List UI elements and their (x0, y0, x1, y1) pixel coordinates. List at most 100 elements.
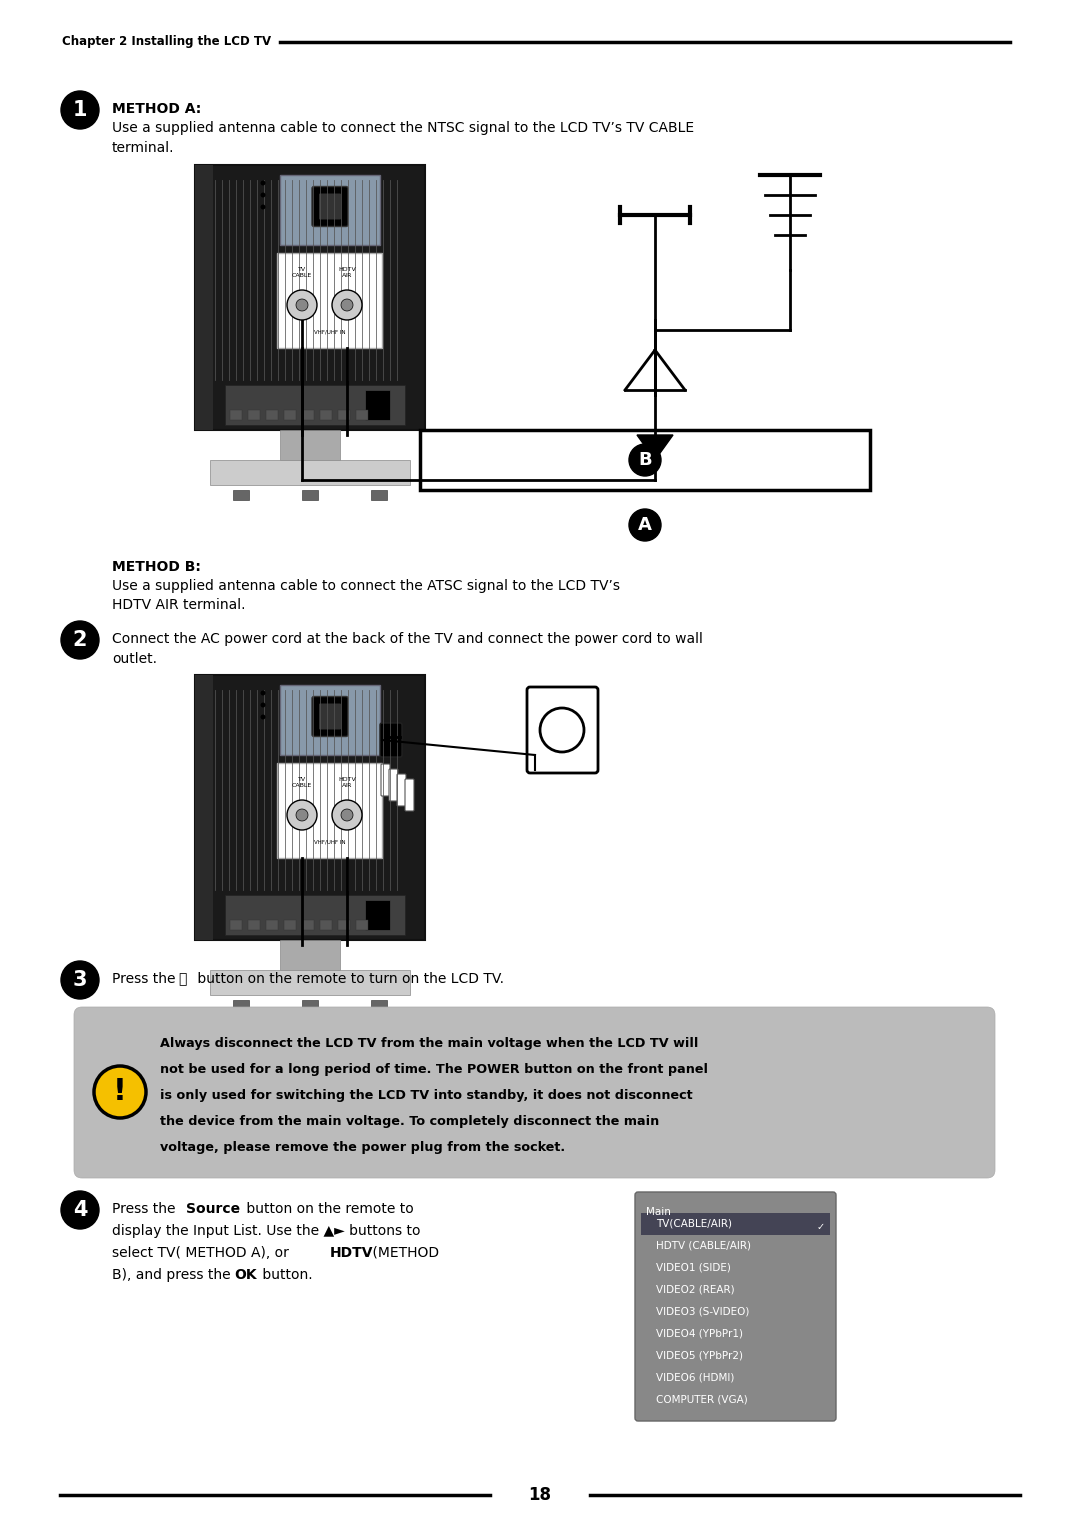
Text: Chapter 2 Installing the LCD TV: Chapter 2 Installing the LCD TV (62, 35, 271, 49)
FancyBboxPatch shape (230, 411, 242, 420)
FancyBboxPatch shape (230, 921, 242, 930)
Text: HDTV: HDTV (330, 1246, 374, 1259)
Text: display the Input List. Use the ▲► buttons to: display the Input List. Use the ▲► butto… (112, 1224, 420, 1238)
FancyBboxPatch shape (248, 411, 260, 420)
Text: Always disconnect the LCD TV from the main voltage when the LCD TV will: Always disconnect the LCD TV from the ma… (160, 1037, 699, 1049)
Text: OK: OK (234, 1268, 257, 1282)
FancyBboxPatch shape (319, 703, 341, 729)
FancyBboxPatch shape (266, 411, 278, 420)
FancyBboxPatch shape (380, 723, 402, 757)
FancyBboxPatch shape (372, 490, 387, 499)
Text: 3: 3 (72, 970, 87, 990)
FancyBboxPatch shape (195, 165, 426, 430)
FancyBboxPatch shape (195, 165, 213, 430)
Text: TV(CABLE/AIR): TV(CABLE/AIR) (656, 1218, 732, 1229)
Text: HDTV AIR terminal.: HDTV AIR terminal. (112, 597, 245, 611)
Text: VIDEO2 (REAR): VIDEO2 (REAR) (656, 1284, 734, 1295)
Text: Use a supplied antenna cable to connect the ATSC signal to the LCD TV’s: Use a supplied antenna cable to connect … (112, 579, 620, 593)
FancyBboxPatch shape (284, 411, 296, 420)
Text: ⏻: ⏻ (178, 971, 187, 987)
Text: 4: 4 (72, 1200, 87, 1219)
FancyBboxPatch shape (276, 763, 382, 858)
Circle shape (60, 90, 99, 129)
Text: Press the: Press the (112, 1203, 180, 1216)
Text: TV
CABLE: TV CABLE (292, 267, 312, 277)
FancyBboxPatch shape (75, 1007, 995, 1178)
Circle shape (60, 620, 99, 659)
FancyBboxPatch shape (338, 921, 350, 930)
Text: Use a supplied antenna cable to connect the NTSC signal to the LCD TV’s TV CABLE: Use a supplied antenna cable to connect … (112, 121, 694, 135)
FancyBboxPatch shape (266, 921, 278, 930)
Circle shape (629, 444, 661, 476)
FancyBboxPatch shape (302, 1000, 318, 1010)
Text: VHF/UHF IN: VHF/UHF IN (313, 840, 346, 844)
Text: button on the remote to: button on the remote to (242, 1203, 414, 1216)
Circle shape (287, 290, 318, 320)
Circle shape (540, 708, 584, 752)
FancyBboxPatch shape (225, 385, 405, 424)
FancyBboxPatch shape (642, 1213, 831, 1235)
FancyBboxPatch shape (365, 391, 390, 420)
Text: VHF/UHF IN: VHF/UHF IN (313, 329, 346, 334)
Text: TV
CABLE: TV CABLE (292, 777, 312, 787)
FancyBboxPatch shape (195, 676, 213, 941)
Text: B: B (638, 450, 652, 469)
Text: !: ! (113, 1077, 127, 1106)
Text: HDTV
AIR: HDTV AIR (338, 267, 356, 277)
FancyBboxPatch shape (280, 175, 380, 245)
FancyBboxPatch shape (381, 764, 390, 797)
FancyBboxPatch shape (302, 490, 318, 499)
FancyBboxPatch shape (233, 1000, 249, 1010)
FancyBboxPatch shape (280, 941, 340, 970)
Text: VIDEO6 (HDMI): VIDEO6 (HDMI) (656, 1373, 734, 1382)
FancyBboxPatch shape (225, 895, 405, 935)
FancyBboxPatch shape (397, 774, 406, 806)
Text: VIDEO1 (SIDE): VIDEO1 (SIDE) (656, 1262, 731, 1272)
FancyBboxPatch shape (233, 490, 249, 499)
FancyBboxPatch shape (319, 193, 341, 219)
FancyBboxPatch shape (420, 430, 870, 490)
FancyBboxPatch shape (302, 921, 314, 930)
Text: 1: 1 (72, 100, 87, 119)
Text: VIDEO5 (YPbPr2): VIDEO5 (YPbPr2) (656, 1350, 743, 1360)
Circle shape (629, 509, 661, 541)
Text: A: A (638, 516, 652, 535)
FancyBboxPatch shape (210, 460, 410, 486)
Text: 2: 2 (72, 630, 87, 650)
FancyBboxPatch shape (405, 778, 414, 810)
Circle shape (260, 714, 266, 720)
FancyBboxPatch shape (320, 921, 332, 930)
Text: is only used for switching the LCD TV into standby, it does not disconnect: is only used for switching the LCD TV in… (160, 1089, 692, 1102)
Circle shape (332, 800, 362, 830)
Text: Main: Main (646, 1207, 671, 1216)
Circle shape (296, 299, 308, 311)
Text: METHOD A:: METHOD A: (112, 103, 201, 116)
FancyBboxPatch shape (276, 253, 382, 348)
Circle shape (332, 290, 362, 320)
Text: the device from the main voltage. To completely disconnect the main: the device from the main voltage. To com… (160, 1115, 659, 1128)
FancyBboxPatch shape (372, 1000, 387, 1010)
Text: Connect the AC power cord at the back of the TV and connect the power cord to wa: Connect the AC power cord at the back of… (112, 633, 703, 647)
FancyBboxPatch shape (320, 411, 332, 420)
Circle shape (260, 181, 266, 185)
Circle shape (60, 1190, 99, 1229)
FancyBboxPatch shape (280, 685, 380, 755)
FancyBboxPatch shape (389, 769, 399, 801)
Circle shape (60, 961, 99, 999)
Circle shape (260, 193, 266, 198)
Text: not be used for a long period of time. The POWER button on the front panel: not be used for a long period of time. T… (160, 1063, 708, 1075)
FancyBboxPatch shape (312, 697, 348, 737)
FancyBboxPatch shape (284, 921, 296, 930)
Text: Press the: Press the (112, 971, 180, 987)
Text: B), and press the: B), and press the (112, 1268, 235, 1282)
Circle shape (341, 809, 353, 821)
FancyBboxPatch shape (312, 187, 348, 227)
FancyBboxPatch shape (365, 899, 390, 930)
Circle shape (260, 691, 266, 696)
Circle shape (260, 703, 266, 708)
Text: HDTV
AIR: HDTV AIR (338, 777, 356, 787)
Text: ✓: ✓ (816, 1223, 825, 1232)
Text: (METHOD: (METHOD (368, 1246, 440, 1259)
FancyBboxPatch shape (302, 411, 314, 420)
FancyBboxPatch shape (195, 676, 426, 941)
